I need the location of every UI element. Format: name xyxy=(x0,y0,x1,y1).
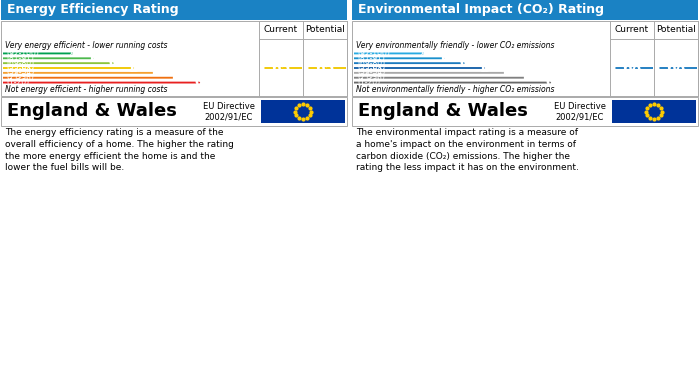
Text: Energy Efficiency Rating: Energy Efficiency Rating xyxy=(7,4,178,16)
Text: F: F xyxy=(522,71,531,84)
Text: The energy efficiency rating is a measure of the
overall efficiency of a home. T: The energy efficiency rating is a measur… xyxy=(5,128,234,172)
FancyArrow shape xyxy=(615,67,653,69)
Text: C: C xyxy=(460,57,470,70)
Text: (55-68): (55-68) xyxy=(357,63,385,72)
FancyArrow shape xyxy=(354,77,526,79)
Bar xyxy=(1,0,347,20)
FancyArrow shape xyxy=(308,67,346,69)
FancyArrow shape xyxy=(354,57,444,59)
FancyArrow shape xyxy=(354,82,551,84)
Text: Current: Current xyxy=(615,25,649,34)
Text: (21-38): (21-38) xyxy=(357,73,385,82)
Text: B: B xyxy=(88,52,99,65)
Text: Potential: Potential xyxy=(305,25,345,34)
FancyArrow shape xyxy=(3,52,73,54)
Text: Very environmentally friendly - lower CO₂ emissions: Very environmentally friendly - lower CO… xyxy=(356,41,554,50)
FancyArrow shape xyxy=(3,67,134,69)
FancyArrow shape xyxy=(354,62,465,64)
Text: D: D xyxy=(480,61,491,75)
Text: A: A xyxy=(69,47,78,60)
Text: England & Wales: England & Wales xyxy=(358,102,528,120)
FancyArrow shape xyxy=(3,62,114,64)
FancyArrow shape xyxy=(264,67,302,69)
Text: (39-54): (39-54) xyxy=(6,68,34,77)
FancyArrow shape xyxy=(3,82,200,84)
Text: (92-100): (92-100) xyxy=(357,49,390,58)
Text: (69-80): (69-80) xyxy=(6,59,34,68)
Text: Current: Current xyxy=(264,25,298,34)
Text: (1-20): (1-20) xyxy=(6,78,29,87)
Text: The environmental impact rating is a measure of
a home's impact on the environme: The environmental impact rating is a mea… xyxy=(356,128,579,172)
FancyArrow shape xyxy=(3,77,175,79)
Text: 68: 68 xyxy=(622,61,642,75)
Text: F: F xyxy=(171,71,180,84)
Bar xyxy=(352,0,698,20)
Text: EU Directive
2002/91/EC: EU Directive 2002/91/EC xyxy=(203,102,255,121)
Text: D: D xyxy=(129,61,140,75)
FancyArrow shape xyxy=(3,57,94,59)
Text: Not environmentally friendly - higher CO₂ emissions: Not environmentally friendly - higher CO… xyxy=(356,85,554,94)
Bar xyxy=(1,21,347,96)
Text: 65: 65 xyxy=(272,61,290,75)
Text: B: B xyxy=(440,52,451,65)
Bar xyxy=(352,97,698,126)
FancyArrow shape xyxy=(659,67,697,69)
Bar xyxy=(612,100,696,123)
Text: (55-68): (55-68) xyxy=(6,63,34,72)
Bar xyxy=(1,97,347,126)
Text: G: G xyxy=(195,76,206,89)
Text: (92-100): (92-100) xyxy=(6,49,39,58)
FancyArrow shape xyxy=(3,72,155,74)
Text: E: E xyxy=(150,66,160,79)
Text: 65: 65 xyxy=(315,61,335,75)
Text: (1-20): (1-20) xyxy=(357,78,380,87)
Text: G: G xyxy=(546,76,557,89)
Text: England & Wales: England & Wales xyxy=(7,102,177,120)
Text: Not energy efficient - higher running costs: Not energy efficient - higher running co… xyxy=(5,85,167,94)
Text: (69-80): (69-80) xyxy=(357,59,385,68)
FancyArrow shape xyxy=(354,67,485,69)
Text: (39-54): (39-54) xyxy=(357,68,385,77)
FancyArrow shape xyxy=(354,72,505,74)
Text: Environmental Impact (CO₂) Rating: Environmental Impact (CO₂) Rating xyxy=(358,4,604,16)
Text: (81-91): (81-91) xyxy=(6,54,34,63)
Text: (21-38): (21-38) xyxy=(6,73,34,82)
Text: (81-91): (81-91) xyxy=(357,54,385,63)
Text: EU Directive
2002/91/EC: EU Directive 2002/91/EC xyxy=(554,102,606,121)
Text: 68: 68 xyxy=(666,61,686,75)
Text: C: C xyxy=(109,57,120,70)
Bar xyxy=(352,21,698,96)
Text: Very energy efficient - lower running costs: Very energy efficient - lower running co… xyxy=(5,41,167,50)
Text: E: E xyxy=(501,66,511,79)
Bar xyxy=(261,100,345,123)
FancyArrow shape xyxy=(354,52,424,54)
Text: A: A xyxy=(419,47,430,60)
Text: Potential: Potential xyxy=(656,25,696,34)
